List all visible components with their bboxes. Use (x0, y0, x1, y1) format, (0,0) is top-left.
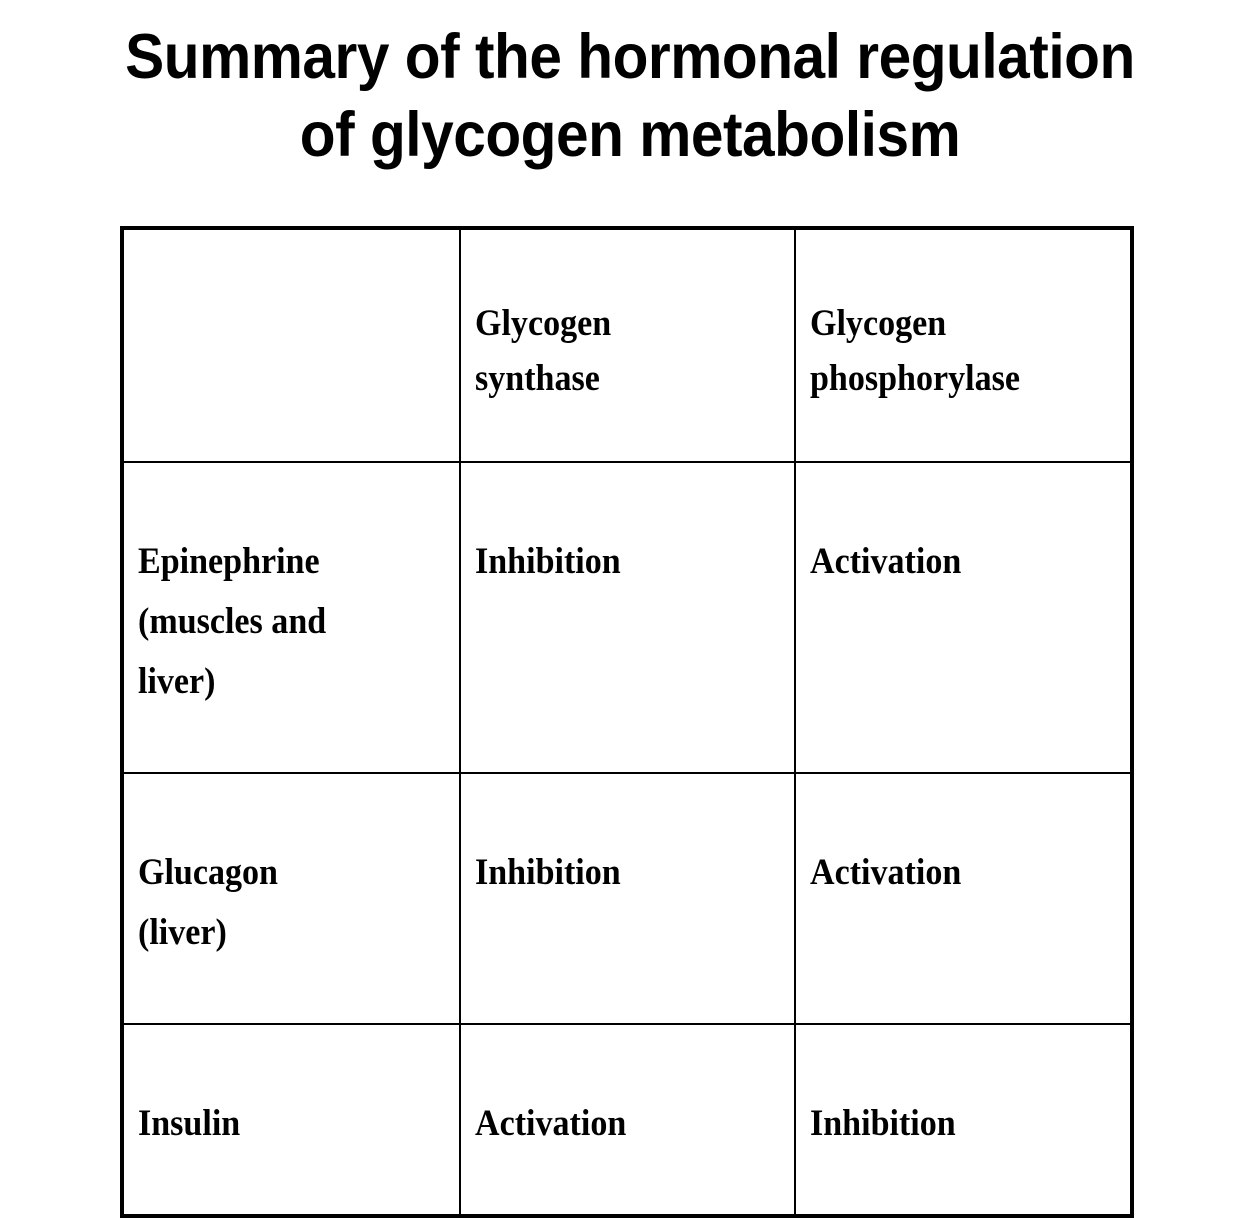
cell-insulin-glycogen-phosphorylase-label: Inhibition (810, 1103, 956, 1144)
slide-canvas: Summary of the hormonal regulation of gl… (120, 22, 1136, 1218)
cell-hormone-glucagon-label: Glucagon (liver) (138, 852, 278, 953)
table-header-row: Glycogen synthase Glycogen phosphorylase (121, 227, 1133, 463)
cell-insulin-glycogen-synthase-label: Activation (475, 1103, 627, 1144)
cell-glucagon-glycogen-phosphorylase: Activation (794, 772, 1133, 1025)
cell-glucagon-glycogen-phosphorylase-label: Activation (810, 852, 962, 893)
table-header-glycogen-phosphorylase: Glycogen phosphorylase (794, 227, 1133, 463)
table-row: Insulin Activation Inhibition (121, 1023, 1133, 1217)
cell-glucagon-glycogen-synthase: Inhibition (459, 772, 796, 1025)
cell-hormone-epinephrine-label: Epinephrine (muscles and liver) (138, 541, 327, 702)
cell-hormone-glucagon: Glucagon (liver) (121, 772, 461, 1025)
hormonal-regulation-table: Glycogen synthase Glycogen phosphorylase… (120, 226, 1134, 1218)
page-title: Summary of the hormonal regulation of gl… (125, 22, 1135, 170)
table-header-glycogen-synthase-label: Glycogen synthase (475, 303, 612, 399)
cell-epinephrine-glycogen-synthase: Inhibition (459, 461, 796, 774)
cell-epinephrine-glycogen-phosphorylase: Activation (794, 461, 1133, 774)
cell-hormone-insulin-label: Insulin (138, 1103, 241, 1144)
table-header-corner (121, 227, 461, 463)
table-row: Glucagon (liver) Inhibition Activation (121, 772, 1133, 1025)
cell-epinephrine-glycogen-phosphorylase-label: Activation (810, 541, 962, 582)
cell-hormone-epinephrine: Epinephrine (muscles and liver) (121, 461, 461, 774)
cell-hormone-insulin: Insulin (121, 1023, 461, 1217)
cell-glucagon-glycogen-synthase-label: Inhibition (475, 852, 621, 893)
table-header-glycogen-phosphorylase-label: Glycogen phosphorylase (810, 303, 1020, 399)
table-header-glycogen-synthase: Glycogen synthase (459, 227, 796, 463)
cell-insulin-glycogen-synthase: Activation (459, 1023, 796, 1217)
table-row: Epinephrine (muscles and liver) Inhibiti… (121, 461, 1133, 774)
cell-epinephrine-glycogen-synthase-label: Inhibition (475, 541, 621, 582)
cell-insulin-glycogen-phosphorylase: Inhibition (794, 1023, 1133, 1217)
